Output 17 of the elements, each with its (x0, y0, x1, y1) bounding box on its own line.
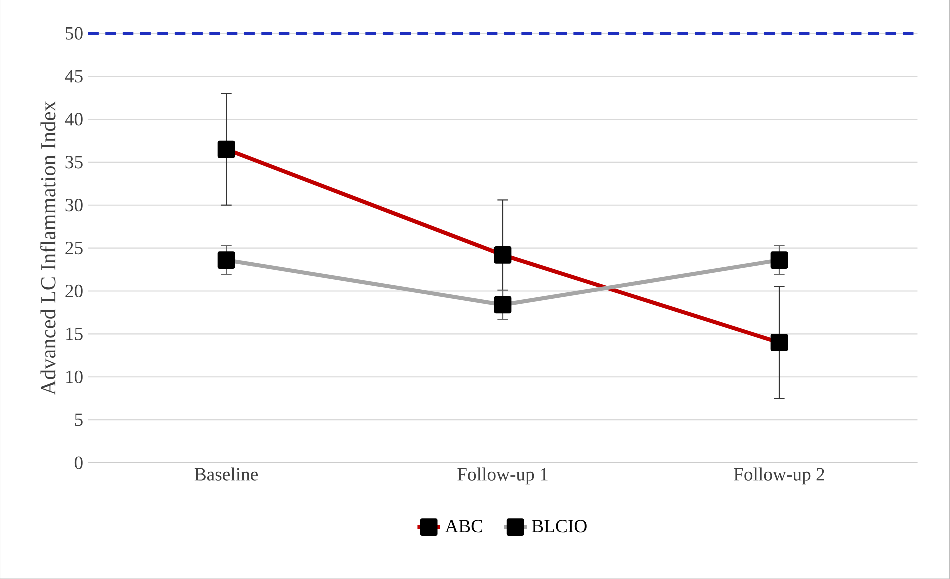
x-tick-label: Baseline (194, 468, 258, 481)
y-tick-label: 10 (66, 370, 83, 384)
y-tick-label: 35 (66, 156, 83, 169)
y-tick-label: 20 (66, 284, 83, 298)
y-tick-label: 45 (65, 70, 83, 83)
y-tick-label: 25 (66, 242, 83, 254)
y-tick-label: 30 (66, 198, 83, 212)
x-tick-label: Follow-up 1 (458, 468, 548, 484)
y-tick-label: 0 (74, 456, 83, 470)
legend-label: BLCIO (532, 520, 587, 533)
x-tick-label: Follow-up 2 (734, 468, 824, 484)
y-tick-label: 5 (75, 414, 83, 426)
y-axis-title: Advanced LC Inflammation Index (40, 101, 56, 396)
y-tick-label: 50 (66, 27, 83, 40)
y-tick-label: 15 (66, 328, 83, 340)
y-tick-label: 40 (65, 113, 83, 126)
legend-label: ABC (445, 520, 482, 533)
